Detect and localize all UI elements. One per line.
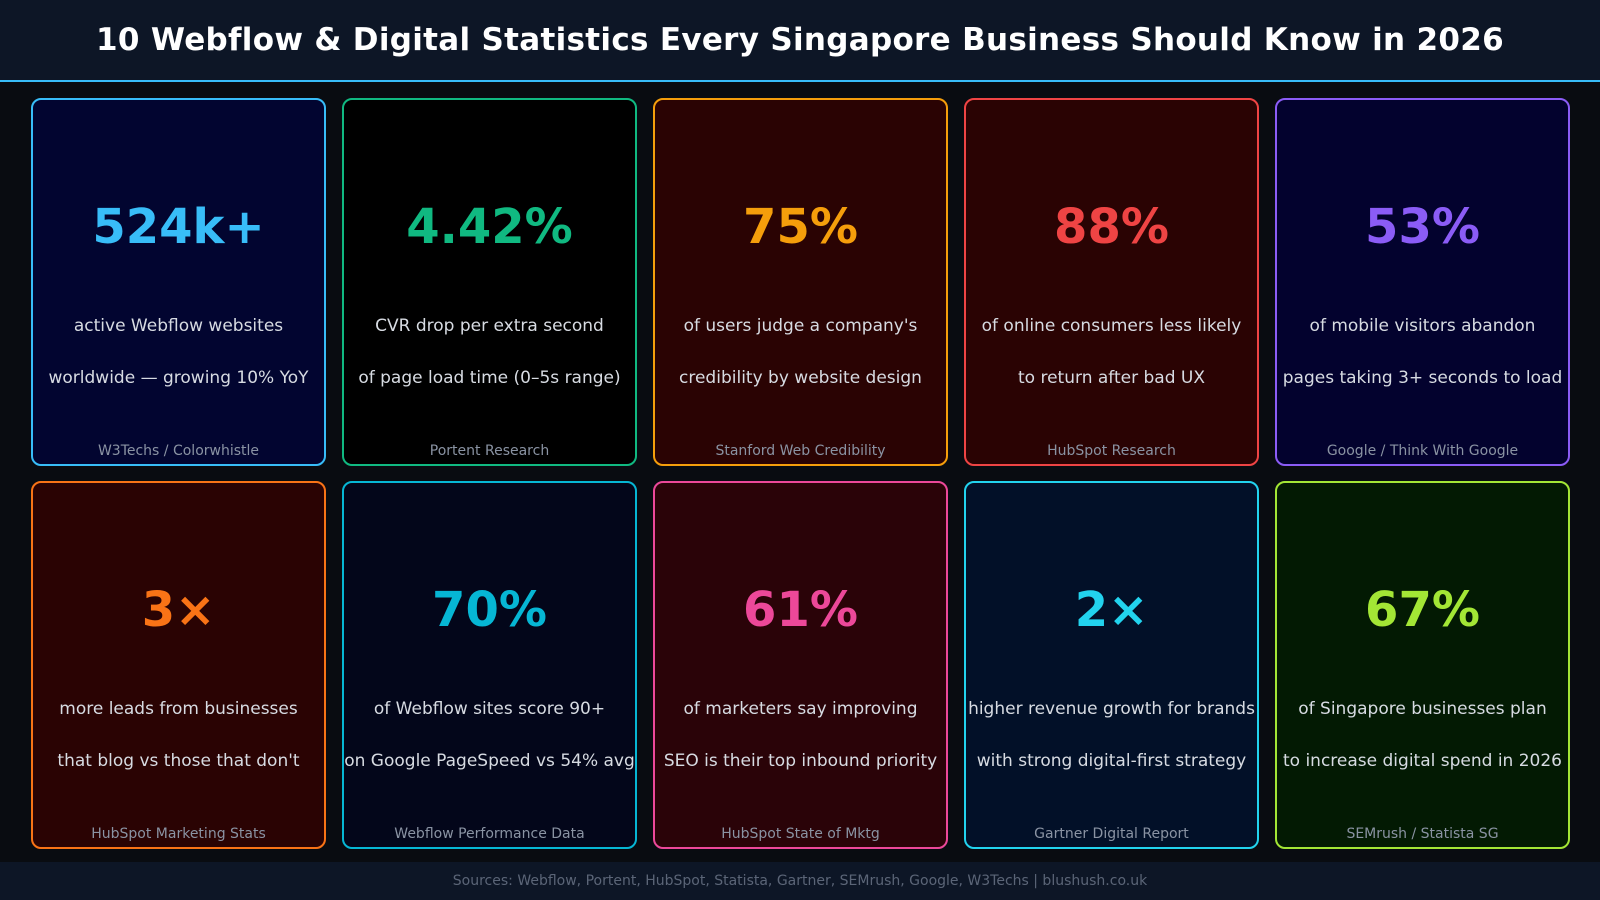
stat-description-line-1: higher revenue growth for brands (968, 699, 1255, 719)
stat-description: CVR drop per extra second of page load t… (344, 300, 635, 404)
stat-description: higher revenue growth for brands with st… (966, 683, 1257, 787)
stat-value: 2× (1074, 582, 1149, 638)
stat-card: 524k+ active Webflow websites worldwide … (31, 98, 326, 466)
stat-description-line-1: of marketers say improving (683, 699, 918, 719)
stat-description: of users judge a company's credibility b… (655, 300, 946, 404)
stat-value: 524k+ (92, 199, 265, 255)
stat-value: 3× (141, 582, 216, 638)
stat-card: 4.42% CVR drop per extra second of page … (342, 98, 637, 466)
stat-description-line-1: of online consumers less likely (981, 316, 1242, 336)
stat-card: 67% of Singapore businesses plan to incr… (1275, 481, 1570, 849)
stat-source: SEMrush / Statista SG (1346, 826, 1499, 842)
stat-description: more leads from businesses that blog vs … (33, 683, 324, 787)
stat-value: 4.42% (406, 199, 573, 255)
stat-value: 70% (432, 582, 547, 638)
sources-footer: Sources: Webflow, Portent, HubSpot, Stat… (0, 862, 1600, 900)
stat-source: W3Techs / Colorwhistle (97, 443, 260, 459)
stat-description-line-1: of Webflow sites score 90+ (373, 699, 606, 719)
stat-description-line-2: on Google PageSpeed vs 54% avg (344, 751, 635, 771)
stat-description-line-2: to return after bad UX (1018, 368, 1205, 388)
stat-description-line-2: to increase digital spend in 2026 (1282, 751, 1562, 771)
stat-card-grid: 524k+ active Webflow websites worldwide … (31, 98, 1570, 849)
stat-description-line-2: pages taking 3+ seconds to load (1282, 368, 1563, 388)
stat-description-line-1: CVR drop per extra second (375, 316, 604, 336)
stat-description-line-1: of mobile visitors abandon (1309, 316, 1536, 336)
stat-description-line-2: of page load time (0–5s range) (358, 368, 621, 388)
stat-description-line-1: of users judge a company's (683, 316, 918, 336)
stat-source: Stanford Web Credibility (715, 443, 886, 459)
stat-card: 75% of users judge a company's credibili… (653, 98, 948, 466)
stat-description: of Singapore businesses plan to increase… (1277, 683, 1568, 787)
stat-source: Gartner Digital Report (1034, 826, 1189, 842)
stat-source: Webflow Performance Data (394, 826, 585, 842)
stat-description: of marketers say improving SEO is their … (655, 683, 946, 787)
stat-description: of online consumers less likely to retur… (966, 300, 1257, 404)
stat-value: 53% (1365, 199, 1480, 255)
stat-description-line-1: more leads from businesses (59, 699, 298, 719)
stat-description: active Webflow websites worldwide — grow… (33, 300, 324, 404)
stat-value: 88% (1054, 199, 1169, 255)
stat-description-line-2: that blog vs those that don't (57, 751, 300, 771)
stat-source: Google / Think With Google (1326, 443, 1519, 459)
stat-card: 70% of Webflow sites score 90+ on Google… (342, 481, 637, 849)
stat-description-line-2: worldwide — growing 10% YoY (48, 368, 309, 388)
stat-description-line-2: credibility by website design (679, 368, 922, 388)
stat-value: 61% (743, 582, 858, 638)
stat-source: HubSpot State of Mktg (721, 826, 880, 842)
header-bar: 10 Webflow & Digital Statistics Every Si… (0, 0, 1600, 82)
stat-value: 67% (1365, 582, 1480, 638)
stat-source: HubSpot Marketing Stats (91, 826, 266, 842)
stat-source: Portent Research (429, 443, 550, 459)
stat-card: 3× more leads from businesses that blog … (31, 481, 326, 849)
stat-description: of Webflow sites score 90+ on Google Pag… (344, 683, 635, 787)
stat-card: 2× higher revenue growth for brands with… (964, 481, 1259, 849)
stat-card: 61% of marketers say improving SEO is th… (653, 481, 948, 849)
stat-description-line-2: SEO is their top inbound priority (663, 751, 938, 771)
stat-source: HubSpot Research (1047, 443, 1176, 459)
stat-value: 75% (743, 199, 858, 255)
stat-description-line-1: active Webflow websites (73, 316, 284, 336)
stat-description: of mobile visitors abandon pages taking … (1277, 300, 1568, 404)
page-title: 10 Webflow & Digital Statistics Every Si… (95, 22, 1504, 58)
stat-card: 88% of online consumers less likely to r… (964, 98, 1259, 466)
stat-description-line-2: with strong digital-first strategy (976, 751, 1247, 771)
stat-description-line-1: of Singapore businesses plan (1298, 699, 1547, 719)
stat-card: 53% of mobile visitors abandon pages tak… (1275, 98, 1570, 466)
